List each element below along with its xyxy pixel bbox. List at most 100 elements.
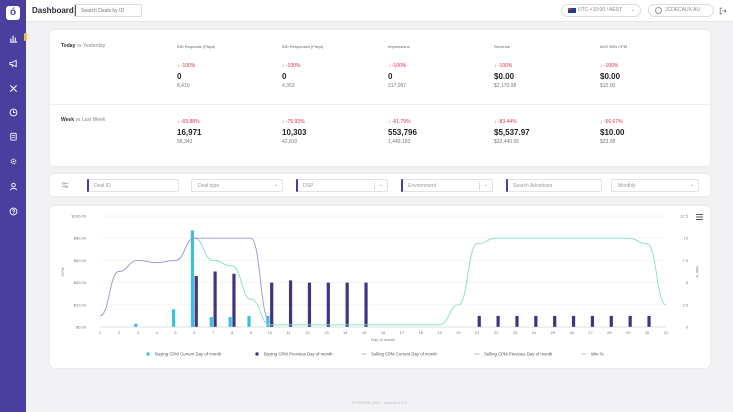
legend-label: Win % [591, 352, 604, 357]
y-left-tick-label: $0.00 [76, 325, 87, 330]
filter-separator [374, 182, 375, 190]
stat-delta-value: -56.67% [603, 119, 623, 125]
account-selector[interactable]: JCDECAUX AU [648, 4, 714, 17]
app-logo[interactable]: ó [6, 6, 20, 20]
x-tick-label: 17 [400, 330, 405, 335]
x-tick-label: 20 [456, 330, 461, 335]
filter-accent [401, 179, 403, 192]
user-icon[interactable] [8, 181, 18, 191]
bar-chart-icon[interactable] [8, 33, 18, 43]
bar-buying-previous [628, 315, 632, 327]
filters-bar: Deal ID Deal type ⌄ DSP ⌄ Environment ⌄ … [50, 174, 710, 196]
y-right-axis-label: Win % [695, 266, 700, 278]
gear-icon[interactable] [8, 156, 18, 166]
arrow-down-icon: ↓ [600, 63, 604, 69]
advertiser-search[interactable]: Search Advertiser [506, 179, 602, 192]
deal-type-filter[interactable]: Deal type ⌄ [191, 179, 283, 192]
topbar: Dashboard UTC +10:00 / AEST ⌄ JCDECAUX A… [26, 0, 733, 22]
x-tick-label: 14 [343, 330, 348, 335]
y-left-tick-label: $100.00 [72, 214, 87, 219]
stat-delta: ↓ -100% [600, 63, 618, 69]
arrow-down-icon: ↓ [388, 63, 392, 69]
y-right-tick-label: 10 [684, 236, 689, 241]
arrow-down-icon: ↓ [177, 63, 181, 69]
stat-value: $0.00 [600, 72, 621, 81]
stat-value: 16,971 [177, 128, 202, 137]
arrow-down-icon: ↓ [388, 119, 392, 125]
stat-delta: ↓ -83.44% [494, 119, 517, 125]
legend-marker [146, 352, 150, 356]
line-selling-current [194, 237, 667, 326]
x-axis-label: Day of month [371, 337, 395, 342]
sidebar: ó [0, 0, 27, 412]
stat-value: 0 [388, 72, 393, 81]
stat-delta-value: -100% [285, 63, 301, 69]
stat-column-header: BID Responses (Plays) [282, 44, 324, 49]
chevron-down-icon: ⌄ [630, 7, 635, 13]
x-tick-label: 25 [551, 330, 556, 335]
x-tick-label: 8 [231, 330, 234, 335]
filter-accent [296, 179, 298, 192]
deal-search-input[interactable] [81, 7, 139, 15]
stat-previous-value: $2,170.98 [494, 83, 517, 89]
bar-buying-previous [326, 282, 330, 327]
legend-label: Buying CPM Previous Day of month [264, 352, 333, 357]
y-right-tick-label: 12.5 [680, 214, 689, 219]
stats-summary-card: Today vs Yesterday Week vs Last Week BID… [50, 30, 710, 166]
bar-buying-previous [477, 315, 481, 327]
deal-search[interactable] [74, 4, 142, 17]
chevron-down-icon: ⌄ [273, 182, 278, 188]
logout-icon[interactable] [719, 7, 727, 15]
bar-buying-previous [288, 280, 293, 327]
stat-delta-value: -83.44% [497, 119, 517, 125]
x-tick-label: 15 [362, 330, 367, 335]
sliders-icon[interactable] [61, 181, 69, 189]
x-tick-label: 6 [193, 330, 196, 335]
stat-value: $10.00 [600, 128, 625, 137]
y-left-tick-label: $60.00 [74, 258, 87, 263]
cpm-chart-card: $0.00 $20.00 $40.00 $60.00 $80.00 $100.00 0 2.5… [50, 206, 710, 368]
x-tick-label: 24 [532, 330, 537, 335]
deal-id-filter[interactable]: Deal ID [87, 179, 179, 192]
megaphone-icon[interactable] [8, 58, 18, 68]
clipboard-icon[interactable] [8, 131, 18, 141]
chevron-down-icon: ⌄ [483, 182, 488, 188]
timezone-selector[interactable]: UTC +10:00 / AEST ⌄ [561, 4, 641, 17]
bar-buying-previous [590, 315, 595, 327]
bar-buying-previous [647, 315, 651, 327]
legend-marker [255, 352, 259, 356]
y-left-axis-label: CPM [60, 268, 65, 277]
stat-value: 553,796 [388, 128, 417, 137]
x-tick-label: 21 [475, 330, 480, 335]
environment-filter[interactable]: Environment ⌄ [401, 179, 493, 192]
bar-buying-previous [496, 315, 500, 327]
stat-value: 0 [282, 72, 287, 81]
stat-delta-value: -100% [603, 63, 619, 69]
timezone-label: UTC +10:00 / AEST [578, 7, 623, 13]
legend-label: Selling CPM Current Day of month [371, 352, 438, 357]
x-tick-label: 5 [174, 330, 177, 335]
bar-buying-current [171, 309, 176, 327]
bar-buying-previous [232, 273, 236, 327]
stat-delta: ↓ -100% [177, 63, 195, 69]
x-tick-label: 12 [305, 330, 310, 335]
australia-flag-icon [568, 8, 576, 13]
search-divider [75, 5, 76, 16]
stat-delta-value: -75.93% [285, 119, 305, 125]
x-tick-label: 19 [437, 330, 442, 335]
y-left-tick-label: $80.00 [74, 236, 87, 241]
period-select[interactable]: Monthly ⌄ [611, 179, 699, 192]
chart-menu-icon[interactable] [696, 214, 703, 220]
filter-accent [87, 179, 89, 192]
help-icon[interactable] [8, 206, 18, 216]
x-tick-label: 29 [626, 330, 631, 335]
clock-icon[interactable] [8, 107, 18, 117]
tools-icon[interactable] [8, 83, 18, 93]
arrow-down-icon: ↓ [600, 119, 604, 125]
bar-buying-current [190, 230, 195, 327]
stat-previous-value: 56,343 [177, 139, 193, 145]
dsp-filter[interactable]: DSP ⌄ [296, 179, 388, 192]
page-title: Dashboard [32, 6, 74, 15]
stat-delta-value: -61.79% [391, 119, 411, 125]
today-vs-yesterday-label: Today vs Yesterday [61, 43, 106, 49]
